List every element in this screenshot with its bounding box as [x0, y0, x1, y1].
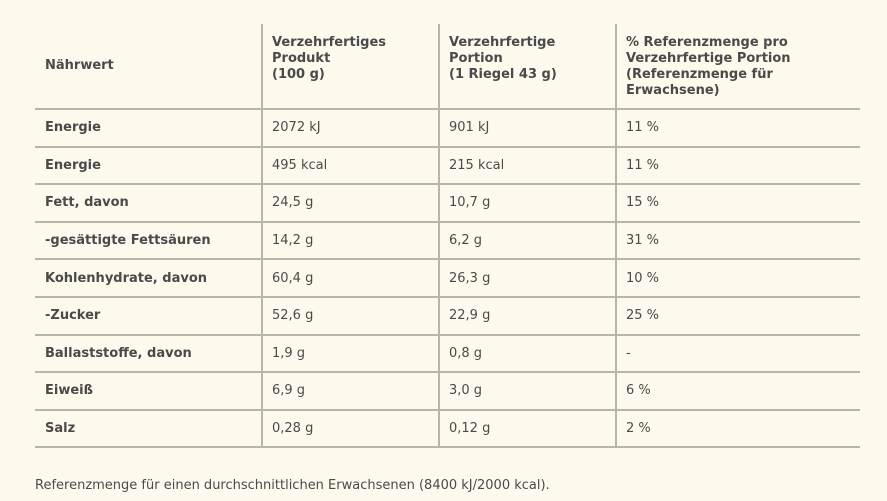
row-value-percent: 25 %	[615, 297, 860, 334]
row-value-100g: 2072 kJ	[261, 110, 438, 146]
row-label: Fett, davon	[45, 195, 129, 211]
row-value-percent: 10 %	[615, 260, 860, 296]
row-value-percent: 2 %	[615, 410, 860, 447]
row-value-percent: 11 %	[615, 147, 860, 184]
row-value-percent: -	[615, 335, 860, 372]
header-per-100g: Verzehrfertiges Produkt (100 g)	[261, 24, 438, 108]
header-reference-percent: % Referenzmenge pro Verzehrfertige Porti…	[615, 24, 860, 108]
table-row: -Zucker 52,6 g 22,9 g 25 %	[35, 297, 860, 336]
row-value-100g: 60,4 g	[261, 260, 438, 296]
row-label: -Zucker	[45, 308, 101, 324]
row-value-portion: 0,12 g	[438, 410, 615, 447]
table-row: Eiweiß 6,9 g 3,0 g 6 %	[35, 373, 860, 411]
row-label: Ballaststoffe, davon	[45, 345, 192, 361]
row-value-percent: 31 %	[615, 222, 860, 259]
row-value-portion: 215 kcal	[438, 147, 615, 184]
row-value-portion: 22,9 g	[438, 297, 615, 334]
row-label: -gesättigte Fettsäuren	[45, 233, 211, 249]
row-label: Salz	[45, 421, 76, 437]
row-label: Energie	[45, 120, 101, 136]
row-value-portion: 6,2 g	[438, 222, 615, 259]
row-value-100g: 14,2 g	[261, 222, 438, 259]
row-value-100g: 1,9 g	[261, 335, 438, 372]
nutrition-table: Nährwert Verzehrfertiges Produkt (100 g)…	[35, 24, 860, 449]
row-value-percent: 15 %	[615, 185, 860, 221]
table-row: Energie 2072 kJ 901 kJ 11 %	[35, 110, 860, 148]
row-value-portion: 0,8 g	[438, 335, 615, 372]
row-label: Kohlenhydrate, davon	[45, 270, 208, 286]
row-label: Eiweiß	[45, 383, 93, 399]
row-value-100g: 6,9 g	[261, 373, 438, 409]
table-row: Kohlenhydrate, davon 60,4 g 26,3 g 10 %	[35, 260, 860, 298]
row-value-portion: 3,0 g	[438, 373, 615, 409]
reference-footnote: Referenzmenge für einen durchschnittlich…	[35, 478, 550, 493]
row-value-portion: 10,7 g	[438, 185, 615, 221]
table-row: -gesättigte Fettsäuren 14,2 g 6,2 g 31 %	[35, 222, 860, 261]
header-per-portion: Verzehrfertige Portion (1 Riegel 43 g)	[438, 24, 615, 108]
row-value-portion: 901 kJ	[438, 110, 615, 146]
header-naehrwert: Nährwert	[45, 58, 114, 73]
table-row: Ballaststoffe, davon 1,9 g 0,8 g -	[35, 335, 860, 374]
table-header-row: Nährwert Verzehrfertiges Produkt (100 g)…	[35, 24, 860, 110]
row-value-100g: 24,5 g	[261, 185, 438, 221]
row-value-100g: 52,6 g	[261, 297, 438, 334]
row-value-100g: 0,28 g	[261, 410, 438, 447]
row-value-100g: 495 kcal	[261, 147, 438, 184]
row-value-portion: 26,3 g	[438, 260, 615, 296]
table-row: Fett, davon 24,5 g 10,7 g 15 %	[35, 185, 860, 223]
row-label: Energie	[45, 157, 101, 173]
table-row: Energie 495 kcal 215 kcal 11 %	[35, 147, 860, 186]
table-row: Salz 0,28 g 0,12 g 2 %	[35, 410, 860, 449]
row-value-percent: 6 %	[615, 373, 860, 409]
row-value-percent: 11 %	[615, 110, 860, 146]
